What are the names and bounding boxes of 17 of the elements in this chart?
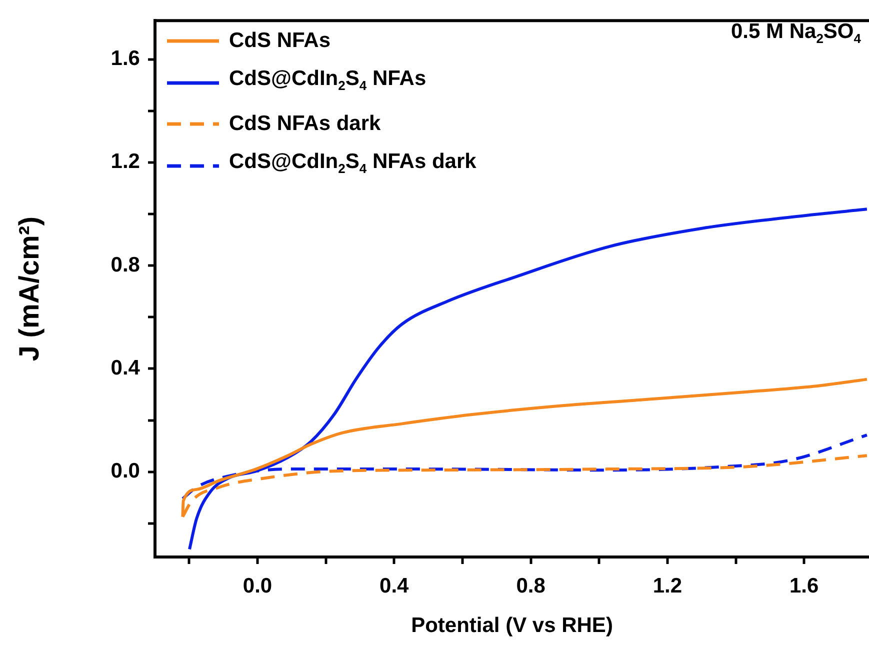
y-tick-label: 1.2 xyxy=(110,150,140,174)
y-tick-label: 0.8 xyxy=(110,253,140,276)
x-tick-label: 0.0 xyxy=(242,574,272,598)
legend-label: CdS@CdIn$_{2}$S$_{4}$ NFAs xyxy=(229,66,426,96)
x-tick-label: 0.8 xyxy=(516,574,546,598)
x-tick-label: 0.4 xyxy=(380,574,410,598)
y-tick-label: 0.4 xyxy=(110,356,140,380)
x-tick-label: 1.6 xyxy=(789,574,819,598)
x-tick-label: 1.2 xyxy=(652,574,682,598)
y-axis-title: J (mA/cm²) xyxy=(14,216,45,362)
y-tick-label: 0.0 xyxy=(110,460,140,483)
legend-label: CdS@CdIn$_{2}$S$_{4}$ NFAs dark xyxy=(229,149,476,178)
y-tick-label: 1.6 xyxy=(110,47,140,70)
x-axis-title: Potential (V vs RHE) xyxy=(411,614,613,638)
legend-label: CdS NFAs dark xyxy=(229,111,381,138)
annotation: 0.5 M Na$_{2}$SO$_{4}$ xyxy=(730,20,861,46)
legend-label: CdS NFAs xyxy=(229,28,331,54)
